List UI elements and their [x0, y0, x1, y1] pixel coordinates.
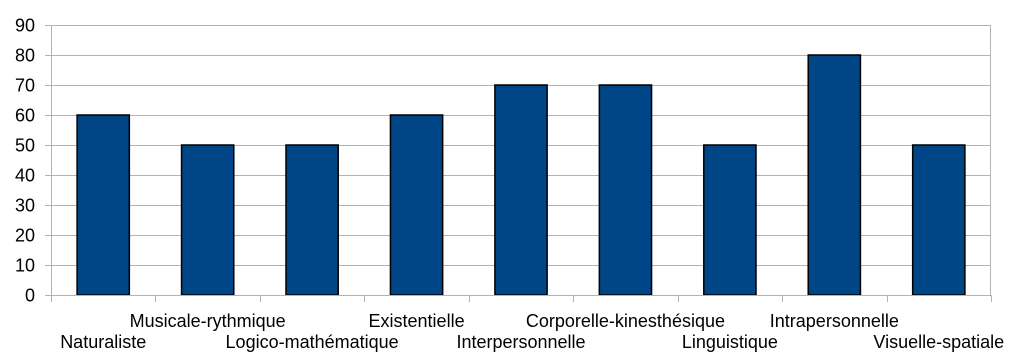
y-tick-label: 50: [15, 136, 35, 156]
y-tick-label: 60: [15, 106, 35, 126]
y-tick-labels: 0 10 20 30 40 50 60 70 80 90: [15, 16, 35, 306]
x-category-labels: NaturalisteMusicale-rythmiqueLogico-math…: [60, 311, 1004, 352]
x-category-label: Intrapersonnelle: [770, 311, 899, 331]
bar: [703, 144, 757, 296]
axes: [45, 25, 992, 302]
y-tick-label: 40: [15, 166, 35, 186]
bar: [285, 144, 339, 296]
x-category-label: Existentielle: [369, 311, 465, 331]
bar: [911, 144, 966, 296]
x-category-label: Visuelle-spatiale: [873, 332, 1004, 352]
x-category-label: Corporelle-kinesthésique: [526, 311, 725, 331]
y-tick-label: 20: [15, 226, 35, 246]
x-category-label: Logico-mathématique: [226, 332, 399, 352]
bar: [598, 84, 653, 296]
x-category-label: Musicale-rythmique: [130, 311, 286, 331]
x-category-label: Interpersonnelle: [456, 332, 585, 352]
x-category-label: Linguistique: [682, 332, 778, 352]
bars: [76, 54, 966, 296]
y-tick-label: 0: [25, 286, 35, 306]
x-category-label: Naturaliste: [60, 332, 146, 352]
bar: [180, 144, 235, 296]
bar: [389, 114, 444, 296]
bar: [807, 54, 862, 296]
y-tick-label: 30: [15, 196, 35, 216]
bar: [494, 84, 548, 296]
y-tick-label: 80: [15, 46, 35, 66]
y-tick-label: 10: [15, 256, 35, 276]
y-tick-label: 90: [15, 16, 35, 36]
y-tick-label: 70: [15, 76, 35, 96]
bar: [76, 114, 131, 296]
